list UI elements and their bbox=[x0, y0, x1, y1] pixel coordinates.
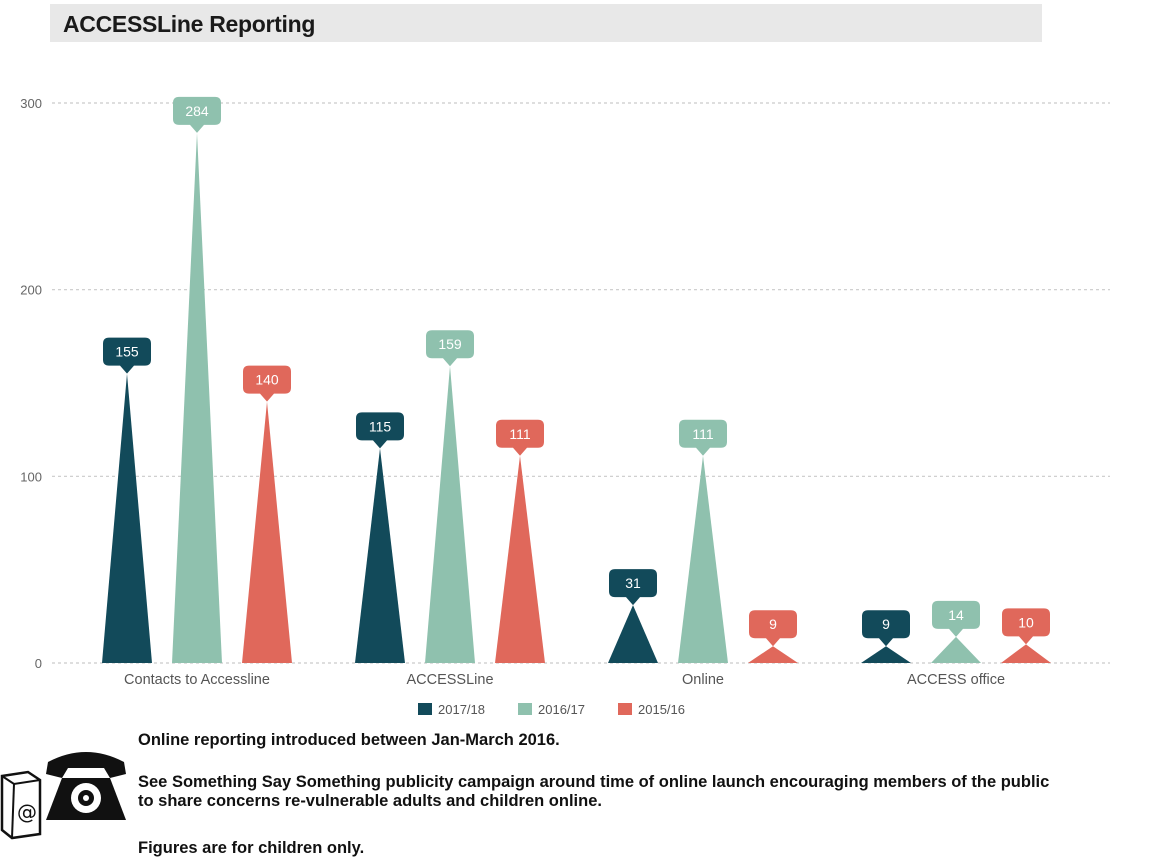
spike-2017-18-0 bbox=[102, 373, 152, 663]
data-label-bubble bbox=[103, 337, 151, 374]
x-category-label: Contacts to Accessline bbox=[124, 672, 270, 688]
note-children-only: Figures are for children only. bbox=[138, 839, 365, 857]
data-label: 9 bbox=[882, 616, 890, 632]
data-label-bubble bbox=[356, 412, 404, 449]
data-label-bubble bbox=[679, 419, 727, 456]
data-label-bubble bbox=[426, 330, 474, 367]
data-label: 9 bbox=[769, 616, 777, 632]
data-label-bubble bbox=[862, 610, 910, 647]
y-tick-label: 0 bbox=[35, 656, 42, 671]
data-label: 14 bbox=[948, 607, 964, 623]
x-category-label: Online bbox=[682, 672, 724, 688]
spike-2016-17-0 bbox=[172, 132, 222, 663]
data-label: 140 bbox=[255, 372, 279, 388]
spike-2015-16-2 bbox=[748, 646, 798, 663]
x-category-label: ACCESSLine bbox=[406, 672, 493, 688]
legend-swatch bbox=[518, 703, 532, 715]
contact-icons: @ bbox=[0, 742, 135, 842]
data-label-bubble bbox=[1002, 608, 1050, 645]
data-label-bubble bbox=[749, 610, 797, 647]
spike-2017-18-3 bbox=[861, 646, 911, 663]
legend-label: 2017/18 bbox=[438, 702, 485, 717]
spike-2015-16-0 bbox=[242, 401, 292, 663]
data-label-bubble bbox=[173, 96, 221, 133]
spike-2017-18-1 bbox=[355, 448, 405, 663]
data-label: 159 bbox=[438, 336, 462, 352]
note-campaign-line2: to share concerns re-vulnerable adults a… bbox=[138, 792, 602, 810]
spike-2015-16-1 bbox=[495, 455, 545, 663]
spike-2016-17-3 bbox=[931, 636, 981, 663]
legend-swatch bbox=[618, 703, 632, 715]
spike-chart: 0 100 200 300 155 284 140 Contacts to Accesslin… bbox=[20, 96, 1110, 717]
data-label: 284 bbox=[185, 103, 209, 119]
data-label: 115 bbox=[369, 418, 392, 434]
spike-2016-17-1 bbox=[425, 366, 475, 663]
data-label-bubble bbox=[496, 419, 544, 456]
legend-swatch bbox=[418, 703, 432, 715]
spike-2016-17-2 bbox=[678, 455, 728, 663]
y-tick-label: 100 bbox=[20, 469, 42, 484]
legend-label: 2016/17 bbox=[538, 702, 585, 717]
note-online-reporting: Online reporting introduced between Jan-… bbox=[138, 731, 560, 749]
data-label: 155 bbox=[115, 344, 139, 360]
spike-2017-18-2 bbox=[608, 605, 658, 663]
note-campaign-line1: See Something Say Something publicity ca… bbox=[138, 773, 1050, 791]
svg-text:@: @ bbox=[17, 800, 37, 824]
y-tick-label: 300 bbox=[20, 96, 42, 111]
telephone-icon bbox=[46, 752, 126, 820]
data-label-bubble bbox=[243, 365, 291, 402]
data-label-bubble bbox=[932, 600, 980, 637]
page-title: ACCESSLine Reporting bbox=[63, 11, 316, 37]
data-label: 31 bbox=[625, 575, 641, 591]
data-label: 111 bbox=[509, 426, 530, 442]
email-at-icon: @ bbox=[0, 770, 42, 840]
y-tick-label: 200 bbox=[20, 283, 42, 298]
spike-2015-16-3 bbox=[1001, 644, 1051, 663]
data-label: 111 bbox=[692, 426, 713, 442]
data-label: 10 bbox=[1018, 614, 1034, 630]
data-label-bubble bbox=[609, 569, 657, 606]
legend-label: 2015/16 bbox=[638, 702, 685, 717]
title-bar: ACCESSLine Reporting bbox=[50, 4, 1042, 42]
x-category-label: ACCESS office bbox=[907, 672, 1005, 688]
